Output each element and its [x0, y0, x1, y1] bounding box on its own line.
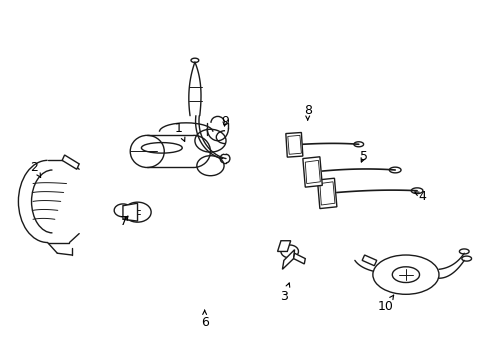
Text: 1: 1 — [175, 122, 184, 141]
Text: 6: 6 — [200, 310, 208, 329]
Polygon shape — [277, 241, 290, 251]
Text: 7: 7 — [120, 215, 128, 228]
Polygon shape — [362, 255, 376, 266]
Polygon shape — [282, 249, 294, 269]
Polygon shape — [319, 182, 334, 205]
Text: 10: 10 — [377, 295, 393, 313]
Text: 3: 3 — [280, 283, 289, 303]
Polygon shape — [302, 157, 322, 187]
Polygon shape — [293, 253, 305, 264]
Polygon shape — [287, 135, 301, 154]
Polygon shape — [122, 203, 137, 221]
Text: 2: 2 — [30, 161, 41, 177]
Text: 9: 9 — [221, 114, 228, 127]
Polygon shape — [305, 160, 320, 184]
Polygon shape — [285, 132, 302, 157]
Text: 8: 8 — [303, 104, 311, 120]
Polygon shape — [62, 155, 79, 169]
Text: 4: 4 — [414, 190, 426, 203]
Polygon shape — [317, 178, 336, 208]
Text: 5: 5 — [359, 150, 367, 163]
